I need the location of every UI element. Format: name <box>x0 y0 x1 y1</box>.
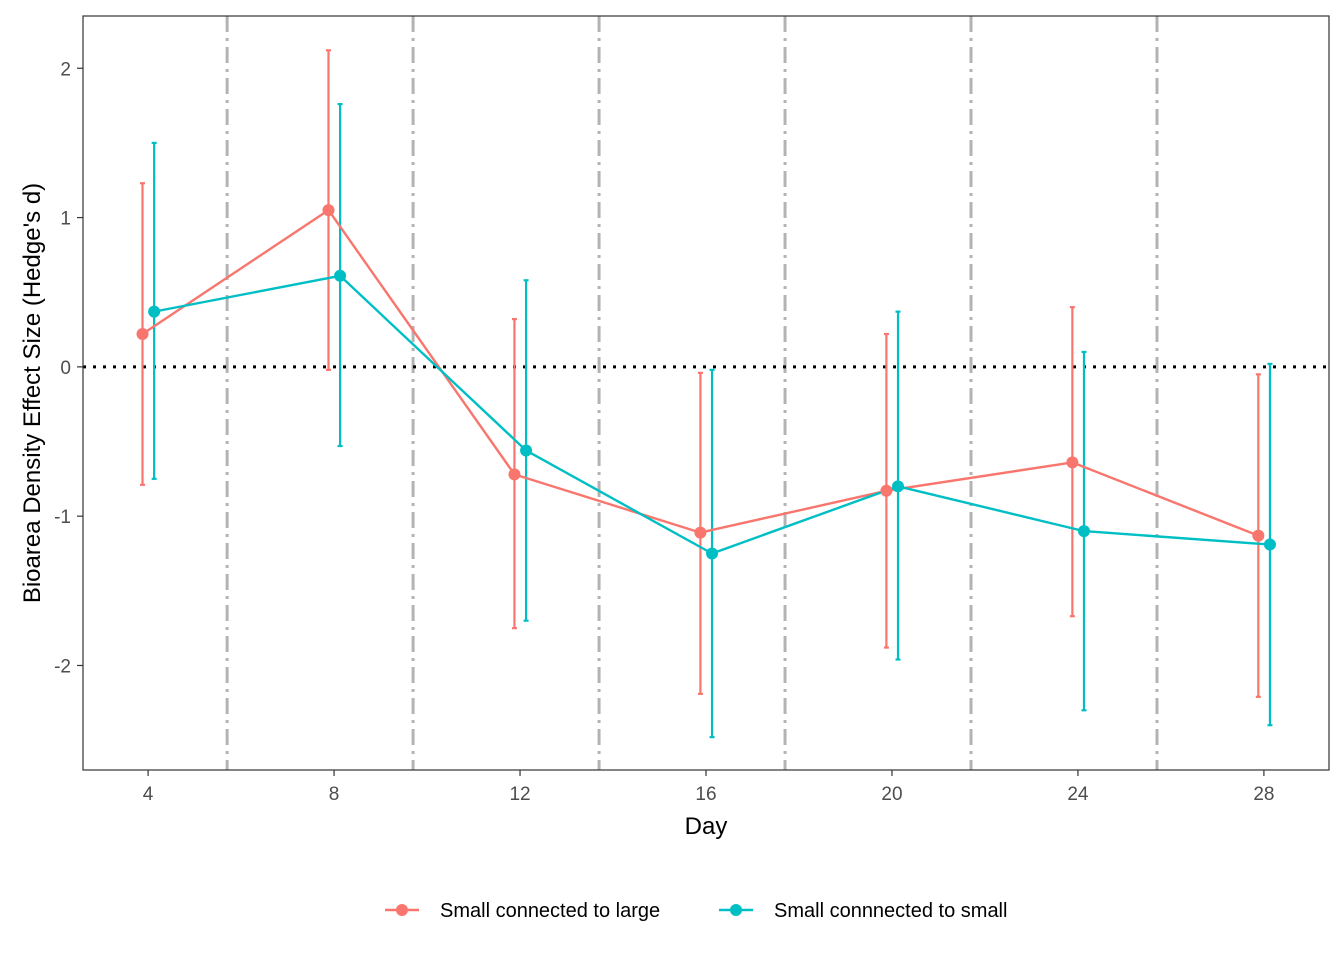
x-tick-label: 24 <box>1067 784 1089 805</box>
x-tick-label: 12 <box>509 784 530 805</box>
x-axis-title: Day <box>685 813 728 840</box>
x-tick-label: 16 <box>695 784 716 805</box>
data-point <box>880 484 893 497</box>
y-tick-label: 1 <box>60 209 71 230</box>
x-tick-label: 20 <box>881 784 902 805</box>
data-point <box>694 526 707 539</box>
legend-key-point <box>396 904 408 916</box>
y-tick-label: -1 <box>54 507 71 528</box>
data-point <box>1263 538 1276 551</box>
y-tick-label: 2 <box>60 59 71 80</box>
data-point <box>136 328 149 341</box>
data-point <box>706 547 719 560</box>
y-axis-title: Bioarea Density Effect Size (Hedge's d) <box>19 183 46 603</box>
data-point <box>1077 525 1090 538</box>
vertical-reference-lines <box>225 16 1159 770</box>
data-point <box>148 305 161 318</box>
y-axis: -2 -1 0 1 2 <box>54 59 83 677</box>
data-point <box>334 269 347 282</box>
legend-label: Small connected to large <box>440 900 660 922</box>
x-axis: 4 8 12 16 20 24 28 <box>143 770 1274 805</box>
data-point <box>322 204 335 217</box>
data-point <box>508 468 521 481</box>
y-tick-label: 0 <box>60 358 71 379</box>
legend-label: Small connnected to small <box>774 900 1007 922</box>
data-point <box>1252 529 1265 542</box>
x-tick-label: 8 <box>329 784 340 805</box>
legend-key-point <box>730 904 742 916</box>
x-tick-label: 4 <box>143 784 154 805</box>
data-point <box>1066 456 1079 469</box>
data-point <box>520 444 533 457</box>
series-points <box>136 204 1276 560</box>
data-point <box>892 480 905 493</box>
x-tick-label: 28 <box>1253 784 1274 805</box>
legend: Small connected to large Small connnected… <box>385 900 1007 922</box>
y-tick-label: -2 <box>54 656 71 677</box>
